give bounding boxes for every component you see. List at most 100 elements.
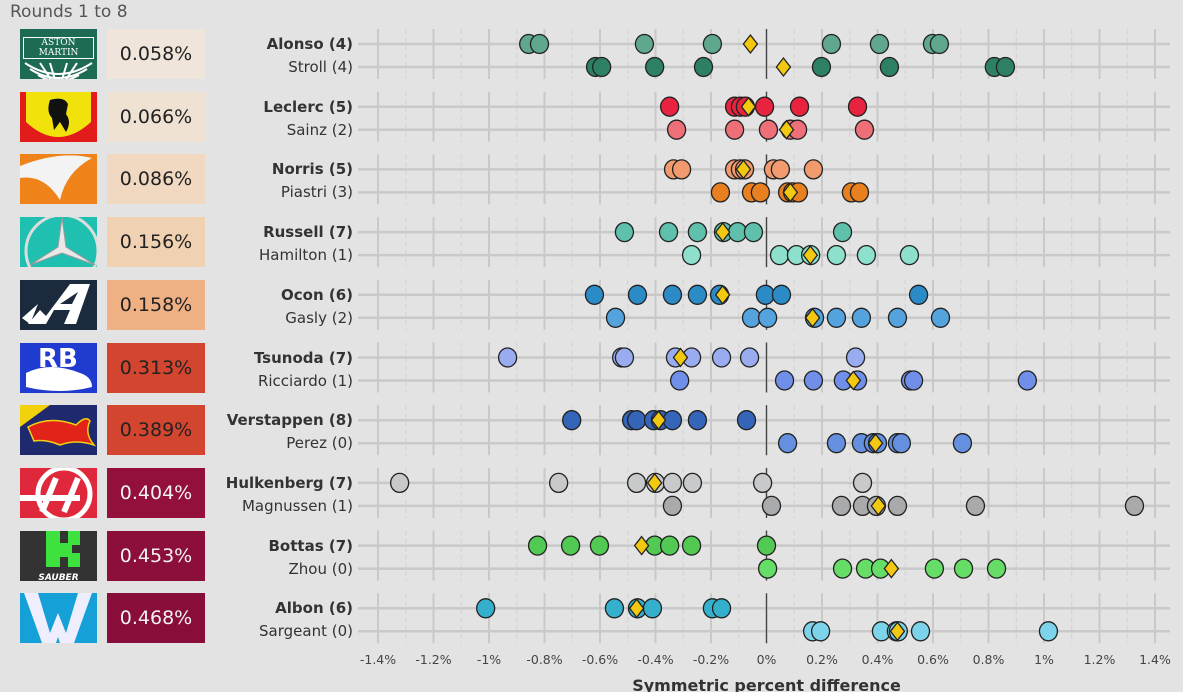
race-point — [769, 244, 790, 266]
race-point — [854, 119, 875, 140]
race-point — [810, 621, 831, 642]
driver-label: Magnussen (1) — [241, 496, 353, 515]
race-point — [757, 307, 778, 328]
x-tick-label: 0.6% — [917, 652, 949, 667]
race-point — [851, 307, 872, 328]
race-point — [1124, 495, 1145, 517]
driver-label: Perez (0) — [286, 434, 353, 453]
mean-marker — [735, 159, 752, 180]
aston-martin-logo: ASTON MARTIN — [20, 29, 97, 79]
race-point — [852, 472, 873, 494]
race-point — [497, 347, 518, 368]
team-grid — [358, 29, 1170, 79]
haas-logo — [20, 467, 97, 518]
race-point — [711, 598, 732, 619]
race-point — [903, 370, 924, 391]
driver-label: Sargeant (0) — [259, 622, 353, 641]
driver-label: Norris (5) — [271, 160, 353, 179]
ferrari-logo — [20, 91, 97, 142]
race-point — [777, 433, 798, 454]
driver-label: Leclerc (5) — [263, 97, 353, 116]
mean-marker — [778, 119, 795, 140]
race-point — [702, 33, 723, 55]
mean-marker — [646, 472, 663, 493]
mean-marker — [775, 56, 792, 78]
team-score: 0.086% — [107, 154, 205, 205]
race-point — [755, 284, 776, 305]
race-point — [662, 284, 683, 305]
race-point — [529, 33, 550, 55]
team-score: 0.313% — [107, 342, 205, 393]
team-grid — [358, 405, 1170, 456]
race-point — [584, 284, 605, 305]
x-tick-label: -0.8% — [526, 652, 562, 667]
race-point — [770, 159, 791, 180]
race-point — [774, 370, 795, 391]
driver-label: Hamilton (1) — [259, 246, 353, 265]
race-point — [743, 221, 764, 243]
mean-marker — [870, 495, 887, 516]
race-point — [832, 558, 853, 579]
race-point — [549, 472, 569, 494]
alpine-logo — [20, 279, 97, 330]
race-point — [845, 347, 866, 368]
driver-label: Piastri (3) — [280, 183, 353, 202]
x-tick-label: -0.4% — [637, 652, 673, 667]
race-point — [614, 347, 635, 368]
race-point — [626, 410, 647, 431]
race-point — [761, 495, 782, 517]
mean-marker — [889, 621, 906, 642]
mean-marker — [714, 284, 731, 305]
x-tick-label: -0.6% — [582, 652, 618, 667]
race-point — [662, 495, 683, 517]
race-point — [527, 535, 548, 556]
race-point — [739, 347, 760, 368]
race-point — [669, 370, 690, 391]
x-tick-label: 0.8% — [973, 652, 1005, 667]
race-point — [660, 535, 680, 556]
mean-marker — [714, 222, 731, 243]
race-point — [687, 284, 708, 305]
race-point — [671, 159, 692, 180]
race-point — [832, 221, 853, 243]
race-point — [756, 535, 777, 556]
mclaren-logo — [20, 154, 97, 205]
team-grid — [358, 217, 1170, 268]
race-point — [711, 347, 732, 368]
race-point — [642, 598, 663, 619]
x-tick-label: 0% — [757, 652, 777, 667]
race-point — [614, 221, 635, 243]
x-tick-label: 1.4% — [1139, 652, 1171, 667]
race-point — [849, 182, 870, 203]
mean-marker — [845, 370, 862, 391]
race-point — [803, 370, 824, 391]
race-point — [476, 598, 496, 619]
team-score: 0.468% — [107, 593, 205, 644]
mean-marker — [883, 558, 900, 579]
race-point — [710, 182, 731, 203]
race-point — [604, 598, 625, 619]
team-score: 0.058% — [107, 29, 205, 79]
race-point — [560, 535, 581, 556]
x-tick-label: -1% — [477, 652, 501, 667]
mean-marker — [782, 182, 799, 203]
race-point — [627, 284, 648, 305]
race-point — [687, 410, 708, 431]
mean-marker — [628, 598, 645, 619]
race-point — [910, 621, 931, 642]
driver-label: Hulkenberg (7) — [225, 473, 353, 492]
team-score: 0.158% — [107, 279, 205, 330]
x-tick-label: -1.2% — [415, 652, 451, 667]
driver-label: Stroll (4) — [288, 58, 353, 76]
mean-marker — [633, 535, 650, 556]
williams-logo — [20, 593, 97, 644]
race-point — [879, 56, 900, 78]
driver-label: Verstappen (8) — [226, 411, 353, 430]
race-point — [953, 558, 974, 579]
race-point — [562, 410, 582, 431]
driver-label: Gasly (2) — [285, 308, 353, 327]
race-point — [758, 119, 779, 140]
race-point — [891, 433, 912, 454]
x-tick-label: 0.2% — [806, 652, 838, 667]
race-point — [741, 307, 762, 328]
